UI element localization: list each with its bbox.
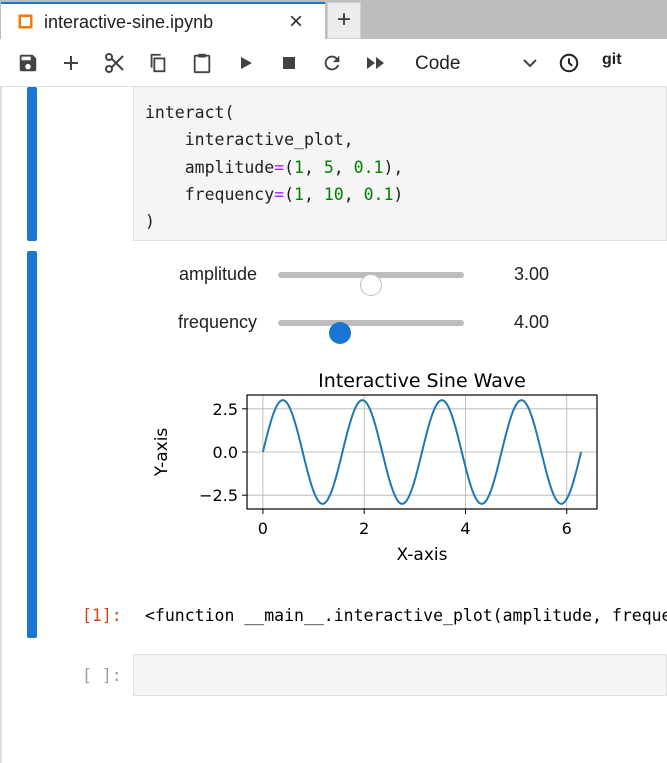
code-number: 10 — [323, 184, 344, 204]
amplitude-value[interactable]: 3.00 — [514, 264, 550, 284]
y-tick-label: 0.0 — [213, 443, 238, 462]
paste-icon[interactable] — [190, 51, 214, 75]
code-token: , — [303, 184, 324, 204]
code-content: interact( interactive_plot, amplitude=(1… — [145, 99, 403, 235]
code-token: ( — [284, 157, 295, 177]
y-tick-label: 2.5 — [213, 400, 238, 419]
run-all-icon[interactable] — [364, 51, 388, 75]
add-cell-icon[interactable] — [59, 51, 83, 75]
output-collapser[interactable] — [27, 251, 37, 638]
code-number: 1 — [294, 184, 304, 204]
frequency-slider-handle[interactable] — [329, 322, 351, 344]
sine-chart: 0 2 4 6 2.5 0.0 −2.5 Interactive Sine Wave X-axi… — [152, 370, 598, 565]
notebook-tab[interactable]: interactive-sine.ipynb × — [1, 2, 325, 39]
notebook-icon — [18, 14, 33, 29]
code-line: frequency=(1, 10, 0.1) — [145, 181, 404, 208]
stop-icon[interactable] — [277, 51, 301, 75]
y-axis-label: Y-axis — [152, 428, 172, 478]
git-button[interactable]: git — [602, 51, 622, 68]
run-icon[interactable] — [234, 51, 258, 75]
output-prompt: [1]: — [82, 606, 122, 625]
x-tick-label: 4 — [460, 519, 470, 538]
notebook-toolbar: Code git — [0, 39, 667, 87]
restart-icon[interactable] — [320, 51, 344, 75]
code-token: ( — [284, 184, 295, 204]
frequency-value[interactable]: 4.00 — [514, 312, 550, 332]
code-token: interactive_plot, — [145, 130, 354, 150]
cell-type-value: Code — [415, 53, 461, 74]
code-operator: = — [274, 157, 285, 177]
amplitude-slider-track[interactable] — [278, 272, 464, 296]
code-token: frequency — [145, 184, 275, 204]
code-token: interact( — [145, 103, 235, 122]
amplitude-label: amplitude — [178, 264, 257, 284]
frequency-slider-widget: frequency 4.00 — [130, 308, 570, 344]
code-number: 0.1 — [353, 157, 384, 177]
code-token: ) — [393, 184, 404, 204]
code-operator: = — [274, 184, 285, 204]
chart-title: Interactive Sine Wave — [318, 370, 526, 392]
save-icon[interactable] — [16, 51, 40, 75]
input-prompt: [ ]: — [82, 666, 122, 685]
frequency-label: frequency — [177, 312, 257, 332]
code-line: interactive_plot, — [145, 126, 403, 153]
code-token: ) — [145, 212, 155, 232]
code-number: 5 — [323, 157, 334, 177]
cut-icon[interactable] — [103, 51, 127, 75]
x-tick-label: 0 — [258, 519, 268, 538]
frequency-slider-track[interactable] — [278, 320, 464, 344]
output-text: <function __main__.interactive_plot(ampl… — [145, 606, 667, 625]
tab-bar: interactive-sine.ipynb × + — [0, 0, 667, 39]
code-number: 1 — [294, 157, 304, 177]
chevron-down-icon — [523, 59, 537, 68]
y-tick-label: −2.5 — [199, 486, 238, 505]
notebook-left-border — [0, 87, 2, 763]
code-line: amplitude=(1, 5, 0.1), — [145, 154, 404, 181]
code-token: , — [333, 157, 354, 177]
code-line: ) — [145, 208, 403, 235]
code-line: interact( — [145, 99, 403, 126]
new-tab-button[interactable]: + — [327, 2, 361, 39]
amplitude-slider-widget: amplitude 3.00 — [130, 260, 570, 296]
code-token: ), — [383, 157, 404, 177]
clock-icon[interactable] — [557, 51, 581, 75]
close-icon[interactable]: × — [289, 8, 304, 35]
code-token: , — [303, 157, 324, 177]
x-axis-label: X-axis — [397, 545, 448, 565]
x-tick-label: 6 — [562, 519, 572, 538]
code-number: 0.1 — [363, 184, 394, 204]
code-token: , — [343, 184, 364, 204]
x-tick-label: 2 — [359, 519, 369, 538]
empty-code-cell[interactable] — [133, 654, 667, 696]
code-token: amplitude — [145, 157, 275, 177]
code-cell-editor[interactable]: interact( interactive_plot, amplitude=(1… — [133, 87, 667, 241]
sine-line — [261, 399, 583, 505]
copy-icon[interactable] — [146, 51, 170, 75]
cell-collapser[interactable] — [27, 87, 37, 241]
amplitude-slider-handle[interactable] — [360, 274, 382, 296]
tab-title: interactive-sine.ipynb — [44, 12, 214, 32]
cell-type-select[interactable]: Code — [415, 51, 545, 77]
